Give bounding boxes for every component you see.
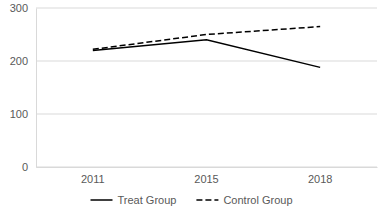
legend-swatch <box>91 199 113 201</box>
legend-item: Control Group <box>196 194 292 206</box>
grid-line <box>36 8 377 9</box>
grid-line <box>36 167 377 168</box>
legend: Treat Group Control Group <box>91 194 293 206</box>
x-axis: 2011 2015 2018 <box>37 167 378 185</box>
x-axis-line <box>37 167 378 168</box>
grid <box>36 8 377 167</box>
legend-label: Treat Group <box>118 194 177 206</box>
y-tick-label: 0 <box>22 161 28 173</box>
x-tick-label: 2015 <box>194 173 218 185</box>
x-tick: 2015 <box>194 167 218 185</box>
x-tick: 2011 <box>81 167 105 185</box>
x-tick: 2018 <box>308 167 332 185</box>
y-tick-label: 200 <box>10 55 28 67</box>
legend-swatch <box>196 199 218 201</box>
y-axis: 0 100 200 300 <box>10 2 37 173</box>
grid-line <box>36 114 377 115</box>
plot: 0 100 200 300 2011 2015 2018 <box>10 2 378 185</box>
x-tick-label: 2018 <box>308 173 332 185</box>
grid-line <box>36 61 377 62</box>
y-tick: 200 <box>10 55 36 67</box>
chart: 0 100 200 300 2011 2015 2018 Treat Group Control… <box>0 0 383 212</box>
y-tick-label: 300 <box>10 2 28 14</box>
legend-item: Treat Group <box>91 194 177 206</box>
x-tick-label: 2011 <box>81 173 105 185</box>
y-tick: 0 <box>22 161 36 173</box>
y-tick: 300 <box>10 2 36 14</box>
series-group <box>93 27 320 68</box>
series-line <box>93 40 320 68</box>
series-line <box>93 27 320 50</box>
y-axis-line <box>36 9 37 168</box>
y-tick-label: 100 <box>10 108 28 120</box>
y-tick: 100 <box>10 108 36 120</box>
legend-label: Control Group <box>223 194 292 206</box>
